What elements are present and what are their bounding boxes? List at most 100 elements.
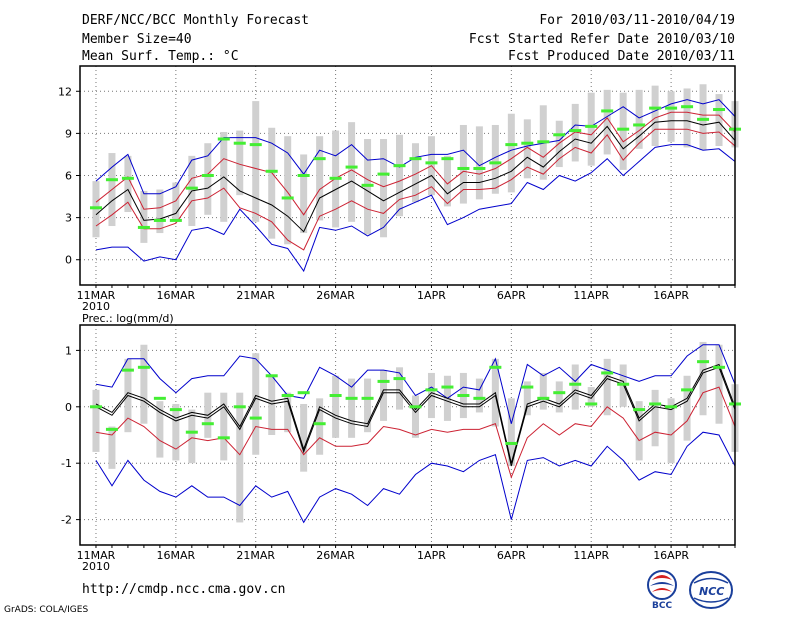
temp-mean-marker xyxy=(185,186,198,190)
prec-max-line xyxy=(95,344,736,424)
prec-ensemble-bar xyxy=(411,395,419,438)
temp-ensemble-bar xyxy=(172,182,180,221)
temp-xtick-label: 16MAR xyxy=(157,289,196,302)
member-size: Member Size=40 xyxy=(82,32,192,47)
temp-mean-marker xyxy=(521,141,534,145)
prec-mean-marker xyxy=(249,416,262,420)
prec-ensemble-bar xyxy=(715,344,723,424)
prec-mean-marker xyxy=(681,388,694,392)
prec-ensemble-bar xyxy=(667,398,675,464)
prec-frame xyxy=(79,324,736,546)
temp-ytick-label: 9 xyxy=(65,127,72,140)
temp-mean-marker xyxy=(297,174,310,177)
temp-mean-marker xyxy=(713,108,726,112)
prec-ensemble-bar xyxy=(348,378,356,438)
temp-mean-marker xyxy=(601,109,614,113)
temp-xtick-label: 11MAR xyxy=(77,289,116,302)
temp-mean-marker xyxy=(153,218,166,222)
prec-ensemble-bar xyxy=(555,381,563,413)
temp-mean-marker xyxy=(329,176,342,180)
temp-ensemble-bar xyxy=(683,88,691,148)
temp-mean-marker xyxy=(137,225,150,229)
temp-ensemble-bar xyxy=(651,85,659,147)
prec-panel-title: Prec.: log(mm/d) xyxy=(82,312,174,325)
temp-xtick-label: 11APR xyxy=(573,289,609,302)
prec-ensemble-bar xyxy=(188,409,196,464)
prec-ensemble-bar xyxy=(252,353,260,455)
temp-ensemble-bar xyxy=(635,89,643,149)
prec-mean-marker xyxy=(441,385,454,389)
prec-ensemble-bar xyxy=(300,403,308,472)
prec-ensemble-bar xyxy=(683,375,691,441)
temp-ensemble-bar xyxy=(507,113,515,193)
prec-mean-marker xyxy=(313,422,326,426)
prec-ensemble-bar xyxy=(92,389,100,452)
prec-mean-marker xyxy=(473,396,486,400)
prec-mean-marker xyxy=(217,436,230,440)
temp-ensemble-bar xyxy=(587,92,595,166)
temp-mean-marker xyxy=(425,161,438,165)
prec-year-label: 2010 xyxy=(82,560,110,573)
prec-mean-marker xyxy=(361,396,374,400)
temp-mean-marker xyxy=(409,157,422,161)
prec-ensemble-bar xyxy=(651,389,659,447)
temp-ensemble-bar xyxy=(523,119,531,179)
prec-ensemble-bar xyxy=(156,401,164,458)
prec-mean-marker xyxy=(297,391,310,395)
temp-ensemble-bar xyxy=(156,189,164,234)
temp-mean-marker xyxy=(377,172,390,176)
prec-mean-marker xyxy=(185,430,198,434)
prec-mean-marker xyxy=(505,441,518,445)
temp-ensemble-bar xyxy=(300,154,308,234)
prec-lower-line xyxy=(95,386,736,479)
temp-mean-marker xyxy=(633,123,646,127)
prec-ensemble-bar xyxy=(507,398,515,467)
temp-mean-marker xyxy=(553,133,566,137)
prec-ensemble-bar xyxy=(332,375,340,438)
website-url[interactable]: http://cmdp.ncc.cma.gov.cn xyxy=(82,582,286,597)
temp-ensemble-bar xyxy=(443,155,451,207)
prec-mean-marker xyxy=(713,365,726,369)
bcc-logo-text: BCC xyxy=(652,601,672,611)
prec-mean-marker xyxy=(649,402,662,406)
forecast-started: Fcst Started Refer Date 2010/03/10 xyxy=(468,32,735,47)
prec-upper-line xyxy=(95,363,736,464)
prec-xtick-label: 21MAR xyxy=(236,549,275,562)
temp-mean-marker xyxy=(281,196,294,200)
prec-mean-marker xyxy=(489,365,502,369)
temp-ensemble-bar xyxy=(268,127,276,239)
prec-xtick-label: 6APR xyxy=(497,549,526,562)
temp-ensemble-bar xyxy=(459,124,467,204)
temp-ensemble-bar xyxy=(348,122,356,222)
temp-mean-marker xyxy=(89,206,102,210)
temp-mean-marker xyxy=(201,174,214,177)
prec-mean-marker xyxy=(569,382,582,386)
prec-xtick-label: 26MAR xyxy=(316,549,355,562)
temp-ensemble-bar xyxy=(475,126,483,200)
temp-mean-marker xyxy=(681,105,694,109)
temp-mean-marker xyxy=(457,166,470,170)
temp-mean-marker xyxy=(313,157,326,161)
prec-mean-marker xyxy=(633,408,646,412)
temp-ensemble-bar xyxy=(284,136,292,245)
grads-credit: GrADS: COLA/IGES xyxy=(4,605,89,615)
prec-mean-marker xyxy=(121,368,134,372)
prec-ensemble-bar xyxy=(523,381,531,416)
temp-mean-marker xyxy=(265,169,278,173)
prec-ensemble-bar xyxy=(396,367,404,410)
prec-xtick-label: 11MAR xyxy=(77,549,116,562)
temp-mean-marker xyxy=(505,143,518,147)
temp-mean-marker xyxy=(345,165,358,169)
prec-ensemble-bar xyxy=(380,370,388,421)
prec-ytick-label: 0 xyxy=(65,401,72,414)
temp-ytick-label: 3 xyxy=(65,212,72,225)
prec-ensemble-bar xyxy=(316,398,324,455)
temp-mean-marker xyxy=(697,117,710,121)
prec-ensemble-bar xyxy=(635,401,643,461)
temp-mean-marker xyxy=(649,106,662,110)
prec-mean-marker xyxy=(601,371,614,375)
temp-ensemble-bar xyxy=(491,124,499,194)
prec-mean-marker xyxy=(393,377,406,381)
prec-mean-marker xyxy=(137,365,150,369)
